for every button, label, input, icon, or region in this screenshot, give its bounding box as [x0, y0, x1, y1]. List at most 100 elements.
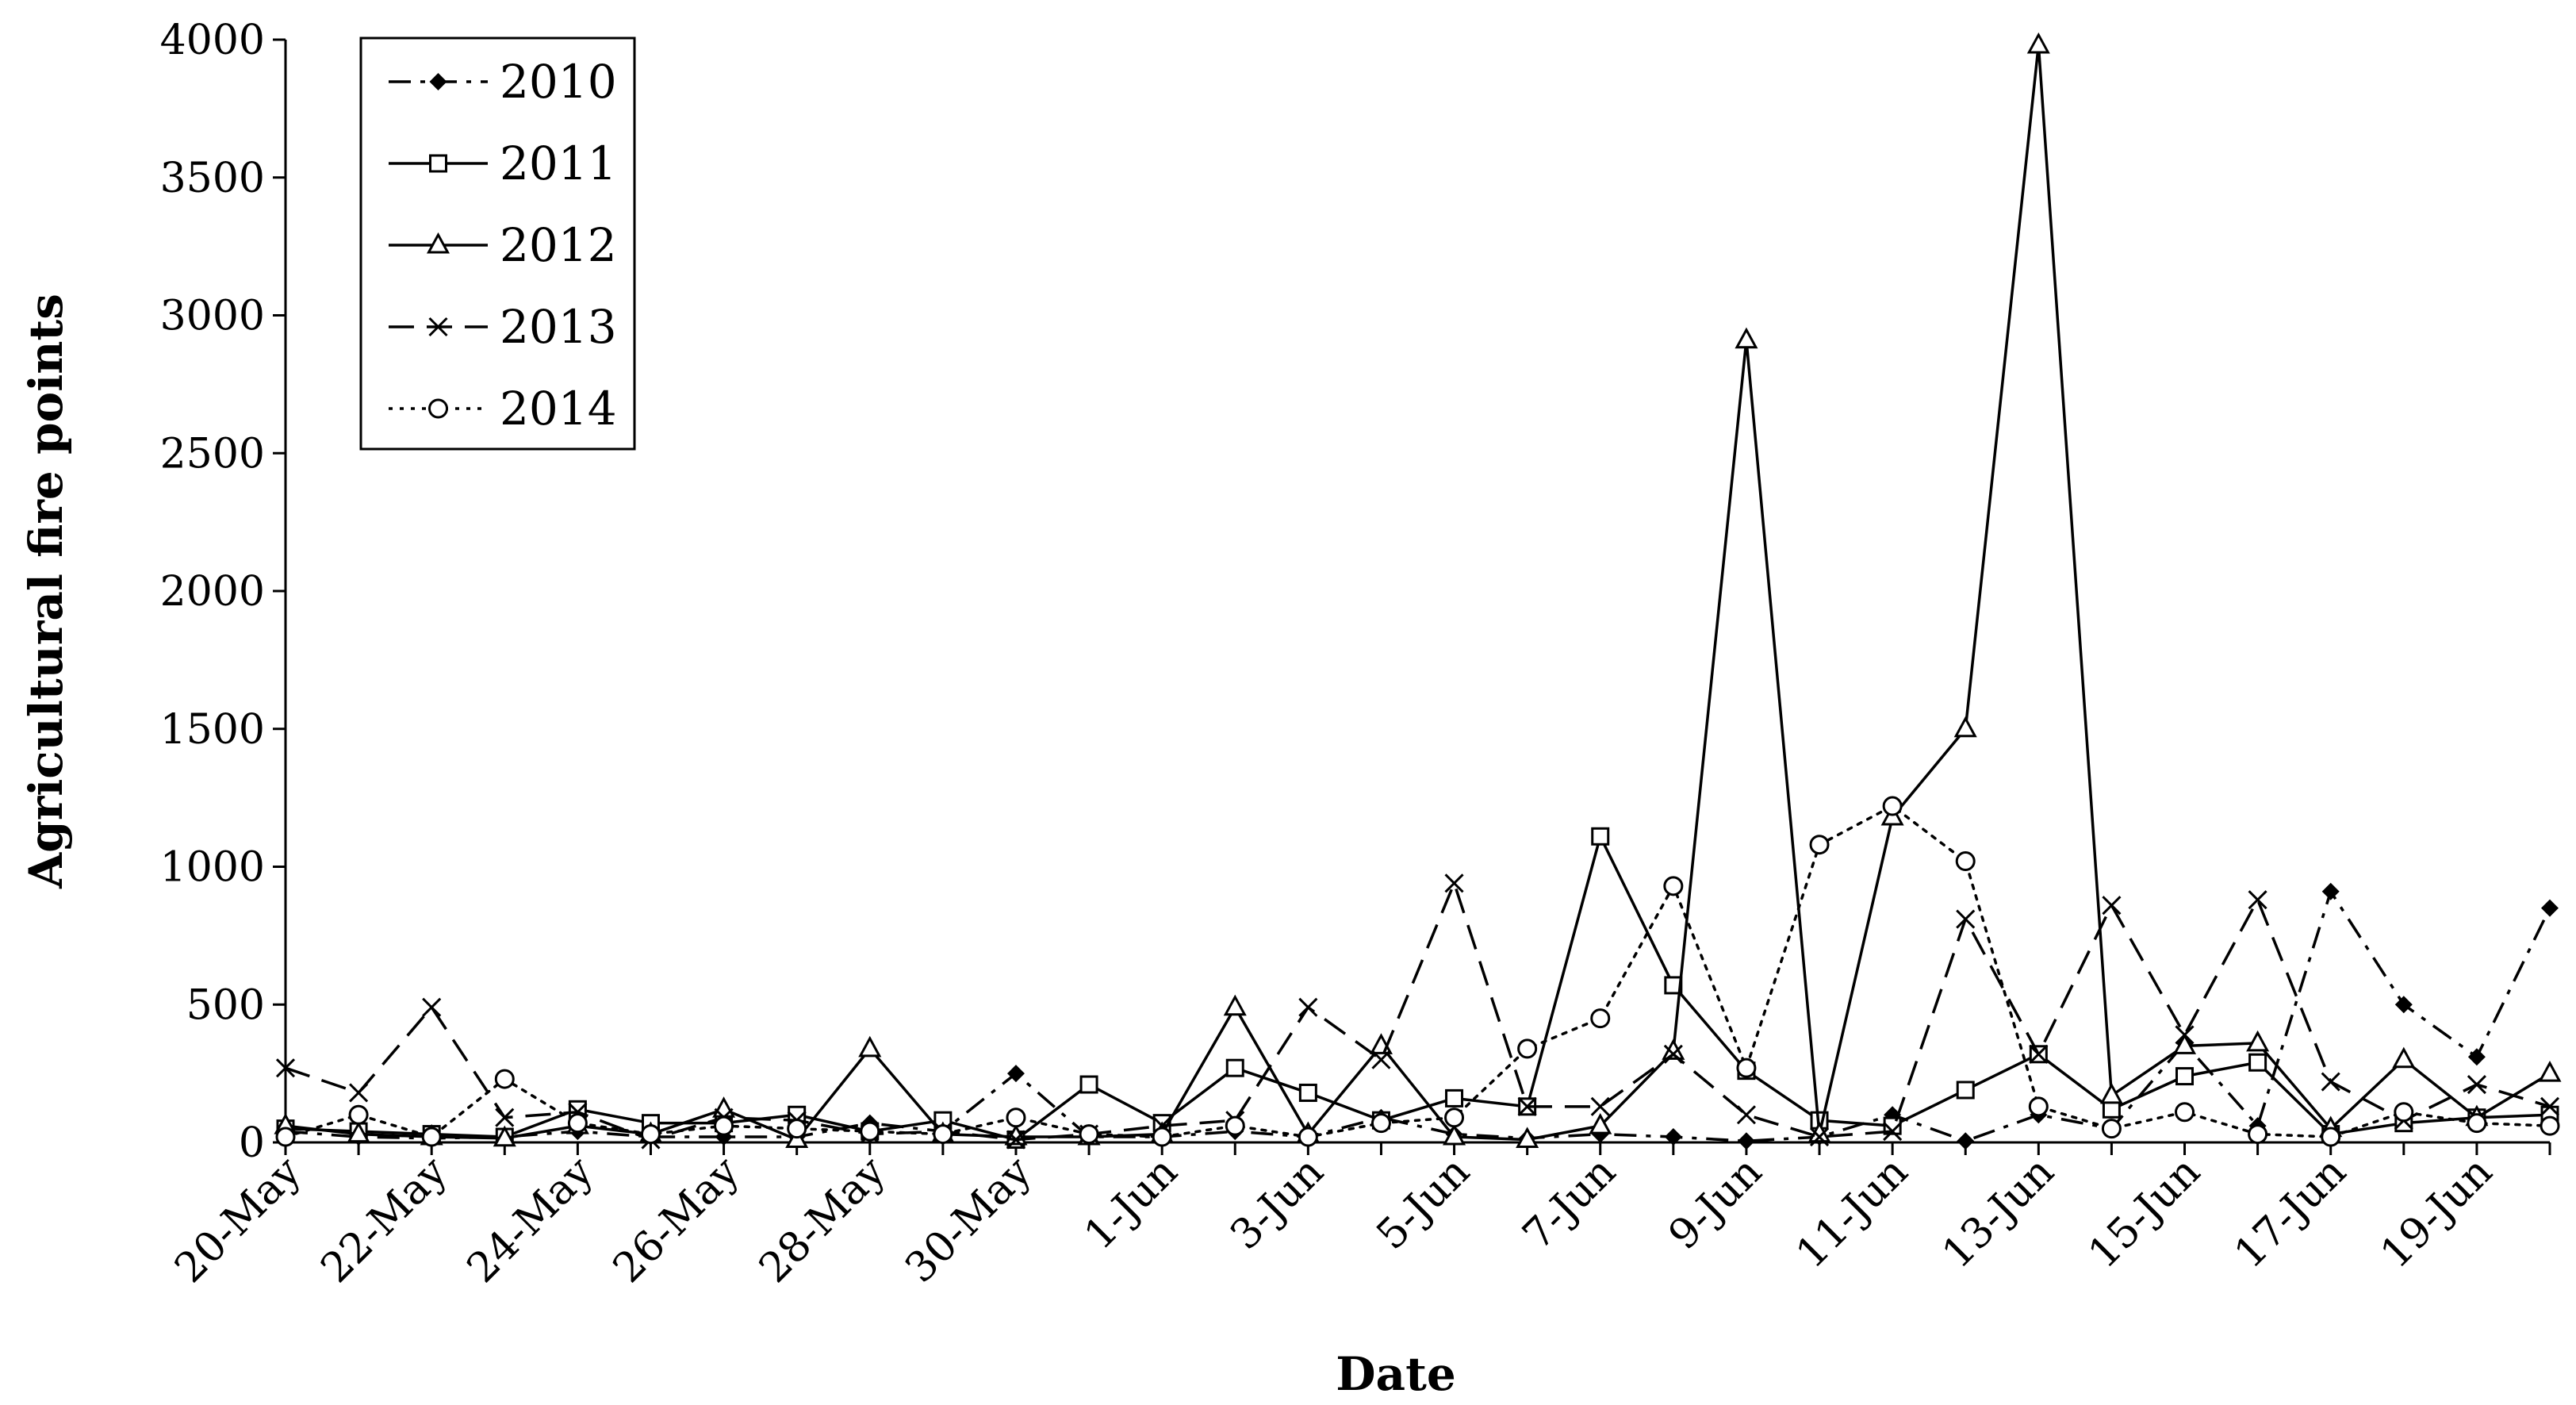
x-tick-label: 9-Jun — [1660, 1148, 1771, 1259]
data-point-2013 — [2029, 1044, 2049, 1064]
y-tick-label: 1500 — [160, 706, 265, 754]
x-tick-label: 7-Jun — [1514, 1148, 1625, 1259]
data-point-2014 — [860, 1121, 880, 1142]
data-point-2013 — [1663, 1044, 1683, 1064]
series-line-2011 — [285, 835, 2551, 1142]
data-point-2012 — [2538, 1060, 2562, 1082]
data-point-2012 — [1516, 1127, 1539, 1149]
data-point-2010 — [2394, 996, 2413, 1014]
data-point-2011 — [1079, 1075, 1098, 1094]
data-point-2014 — [1809, 835, 1830, 855]
x-tick-label: 17-Jun — [2225, 1148, 2356, 1278]
data-point-2013 — [1883, 1122, 1903, 1142]
y-tick-label: 0 — [239, 1119, 265, 1167]
data-point-2013 — [2102, 896, 2122, 916]
data-point-2013 — [422, 997, 442, 1017]
x-tick-label: 5-Jun — [1367, 1148, 1478, 1259]
x-tick-label: 24-May — [458, 1147, 603, 1292]
x-tick-label: 30-May — [896, 1147, 1041, 1292]
y-tick-label: 3000 — [160, 293, 265, 340]
data-point-2011 — [1225, 1058, 1244, 1077]
data-point-2013 — [1590, 1096, 1610, 1116]
data-point-2014 — [494, 1069, 515, 1089]
y-tick-label: 4000 — [160, 17, 265, 64]
data-point-2011 — [1298, 1083, 1317, 1102]
legend-marker-2014 — [428, 398, 448, 419]
data-point-2014 — [2394, 1102, 2414, 1123]
legend: 2010 2011 2012 2013 2014 — [359, 36, 636, 451]
data-point-2013 — [1371, 1050, 1391, 1069]
y-axis-title: Agricultural fire points — [19, 294, 73, 889]
data-point-2011 — [2248, 1053, 2267, 1072]
data-point-2014 — [2101, 1119, 2122, 1139]
legend-label-2011: 2011 — [500, 136, 617, 190]
data-point-2013 — [2175, 1025, 2195, 1045]
x-tick-label: 26-May — [604, 1147, 749, 1292]
data-point-2014 — [1955, 851, 1976, 872]
data-point-2013 — [2321, 1072, 2340, 1092]
data-point-2014 — [2028, 1096, 2049, 1117]
data-point-2012 — [2026, 32, 2050, 54]
data-point-2013 — [1006, 1130, 1026, 1150]
data-point-2013 — [1517, 1096, 1537, 1116]
data-point-2013 — [1444, 873, 1464, 893]
data-point-2012 — [712, 1096, 736, 1118]
x-tick-label: 13-Jun — [1934, 1148, 2064, 1278]
data-point-2014 — [2540, 1115, 2560, 1136]
data-point-2014 — [1006, 1107, 1026, 1128]
x-tick-label: 3-Jun — [1221, 1148, 1332, 1259]
data-point-2012 — [347, 1121, 370, 1143]
legend-marker-2012 — [426, 232, 450, 254]
data-point-2013 — [1298, 997, 1318, 1017]
data-point-2014 — [2467, 1113, 2487, 1134]
data-point-2013 — [2248, 890, 2267, 910]
x-tick-label: 11-Jun — [1788, 1148, 1918, 1278]
data-point-2010 — [2321, 882, 2340, 900]
legend-label-2012: 2012 — [500, 218, 617, 272]
data-point-2014 — [1370, 1113, 1391, 1134]
data-point-2012 — [1443, 1123, 1466, 1146]
data-point-2010 — [1006, 1065, 1025, 1083]
data-point-2010 — [2541, 899, 2559, 917]
data-point-2013 — [495, 1107, 515, 1127]
data-point-2012 — [858, 1035, 882, 1058]
data-point-2012 — [2172, 1033, 2197, 1054]
data-point-2013 — [275, 1058, 296, 1078]
series-layer — [274, 32, 2562, 1150]
data-point-2014 — [787, 1119, 807, 1139]
data-point-2014 — [1736, 1058, 1757, 1078]
data-point-2011 — [1591, 827, 1610, 846]
data-point-2013 — [1809, 1127, 1830, 1147]
series-2013 — [275, 873, 2560, 1150]
data-point-2014 — [1225, 1115, 1245, 1136]
series-2011 — [276, 827, 2559, 1150]
x-tick-label: 22-May — [312, 1147, 456, 1292]
data-point-2014 — [1298, 1127, 1318, 1147]
y-tick-label: 2000 — [160, 568, 265, 616]
y-tick-label: 500 — [186, 981, 265, 1029]
x-tick-label: 28-May — [750, 1147, 895, 1292]
data-point-2014 — [2321, 1127, 2341, 1147]
data-point-2014 — [714, 1115, 734, 1136]
data-point-2012 — [2246, 1030, 2270, 1052]
series-line-2014 — [284, 804, 2551, 1138]
data-point-2014 — [348, 1104, 369, 1125]
data-point-2014 — [2248, 1124, 2268, 1145]
legend-box — [359, 36, 636, 451]
data-point-2014 — [933, 1124, 953, 1145]
data-point-2012 — [1953, 716, 1977, 738]
data-point-2014 — [1590, 1008, 1611, 1029]
data-point-2012 — [1223, 994, 1247, 1016]
data-point-2012 — [1589, 1113, 1612, 1134]
data-point-2014 — [1663, 876, 1684, 896]
data-point-2011 — [2175, 1067, 2195, 1086]
legend-label-2013: 2013 — [500, 300, 617, 354]
data-point-2013 — [1956, 909, 1976, 929]
data-point-2014 — [1079, 1124, 1099, 1145]
data-point-2010 — [1957, 1132, 1975, 1150]
data-point-2011 — [1445, 1088, 1464, 1107]
data-point-2014 — [1882, 796, 1903, 816]
series-2014 — [275, 796, 2560, 1147]
x-tick-label: 19-Jun — [2371, 1148, 2501, 1278]
